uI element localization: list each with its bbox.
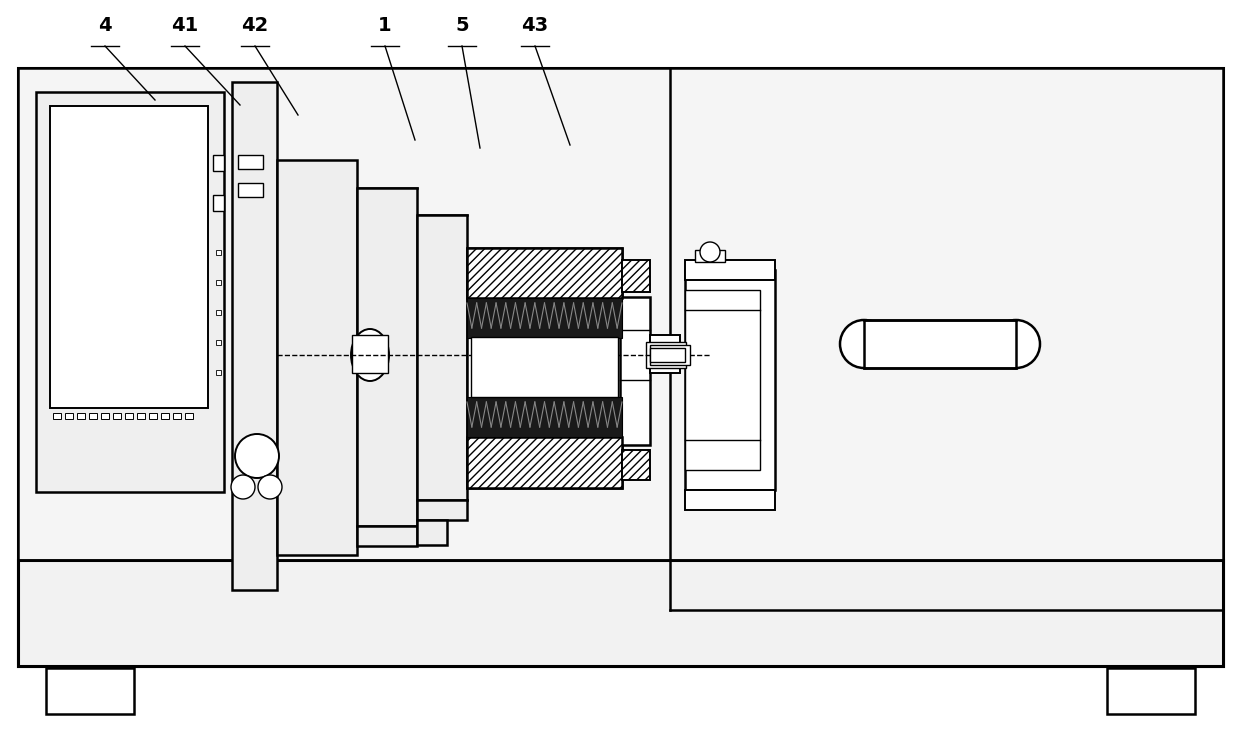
Bar [174,413,181,419]
Circle shape [258,475,281,499]
Text: 43: 43 [522,16,548,35]
Text: 5: 5 [455,16,469,35]
Text: 4: 4 [98,16,112,35]
Bar [46,668,134,714]
Bar [213,195,224,211]
Bar [467,397,622,437]
Bar [238,183,263,197]
Circle shape [231,475,255,499]
Text: 1: 1 [378,16,392,35]
Bar [136,413,145,419]
Bar [1107,668,1195,714]
Bar [113,413,122,419]
Bar [684,490,775,510]
Bar [125,413,133,419]
Bar [622,260,650,292]
Bar [650,335,680,373]
Circle shape [236,434,279,478]
Bar [467,437,622,488]
Bar [684,290,760,470]
Bar [277,160,357,555]
Bar [417,520,446,545]
Bar [216,310,221,315]
Bar [646,342,686,368]
Bar [670,68,1223,560]
Bar [684,270,775,490]
Bar [100,413,109,419]
Bar [467,248,622,488]
Circle shape [992,320,1040,368]
Bar [650,345,689,365]
Bar [417,500,467,520]
Bar [64,413,73,419]
Bar [684,260,775,280]
Bar [417,215,467,500]
Bar [36,92,224,492]
Bar [216,370,221,375]
Bar [19,560,1223,666]
Bar [216,280,221,285]
Bar [232,82,277,590]
Bar [357,188,417,526]
Bar [238,155,263,169]
Ellipse shape [351,329,389,381]
Bar [216,340,221,345]
Bar [864,320,1016,368]
Bar [89,413,97,419]
Bar [864,320,1016,368]
Text: 41: 41 [171,16,198,35]
Bar [357,526,417,546]
Bar [185,413,193,419]
Bar [161,413,169,419]
Bar [471,337,618,397]
Circle shape [701,242,720,262]
Bar [467,248,622,298]
Bar [620,297,650,445]
Bar [50,106,208,408]
Bar [19,68,1223,666]
Bar [213,155,224,171]
Bar [352,335,388,373]
Bar [149,413,157,419]
Bar [19,68,678,560]
Text: 42: 42 [242,16,269,35]
Bar [53,413,61,419]
Bar [622,450,650,480]
Bar [467,298,622,338]
Bar [694,250,725,262]
Bar [216,250,221,255]
Polygon shape [650,348,684,362]
Circle shape [839,320,888,368]
Bar [77,413,86,419]
